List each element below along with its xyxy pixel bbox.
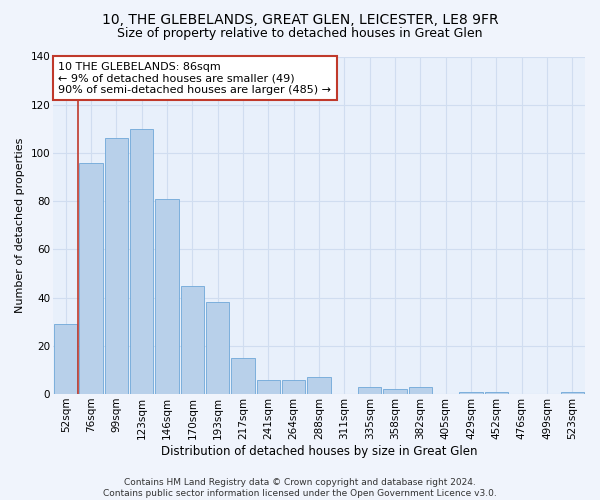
Bar	[130, 129, 154, 394]
Bar	[155, 198, 179, 394]
Bar	[206, 302, 229, 394]
Bar	[282, 380, 305, 394]
Bar	[232, 358, 255, 394]
Text: Contains HM Land Registry data © Crown copyright and database right 2024.
Contai: Contains HM Land Registry data © Crown c…	[103, 478, 497, 498]
Bar	[54, 324, 77, 394]
Bar	[181, 286, 204, 394]
Bar	[307, 377, 331, 394]
Text: 10, THE GLEBELANDS, GREAT GLEN, LEICESTER, LE8 9FR: 10, THE GLEBELANDS, GREAT GLEN, LEICESTE…	[101, 12, 499, 26]
Bar	[383, 389, 407, 394]
Bar	[257, 380, 280, 394]
Bar	[105, 138, 128, 394]
Bar	[358, 387, 382, 394]
Bar	[560, 392, 584, 394]
Bar	[460, 392, 482, 394]
Y-axis label: Number of detached properties: Number of detached properties	[15, 138, 25, 313]
Text: 10 THE GLEBELANDS: 86sqm
← 9% of detached houses are smaller (49)
90% of semi-de: 10 THE GLEBELANDS: 86sqm ← 9% of detache…	[58, 62, 331, 95]
Bar	[79, 162, 103, 394]
Text: Size of property relative to detached houses in Great Glen: Size of property relative to detached ho…	[117, 28, 483, 40]
Bar	[485, 392, 508, 394]
X-axis label: Distribution of detached houses by size in Great Glen: Distribution of detached houses by size …	[161, 444, 477, 458]
Bar	[409, 387, 432, 394]
